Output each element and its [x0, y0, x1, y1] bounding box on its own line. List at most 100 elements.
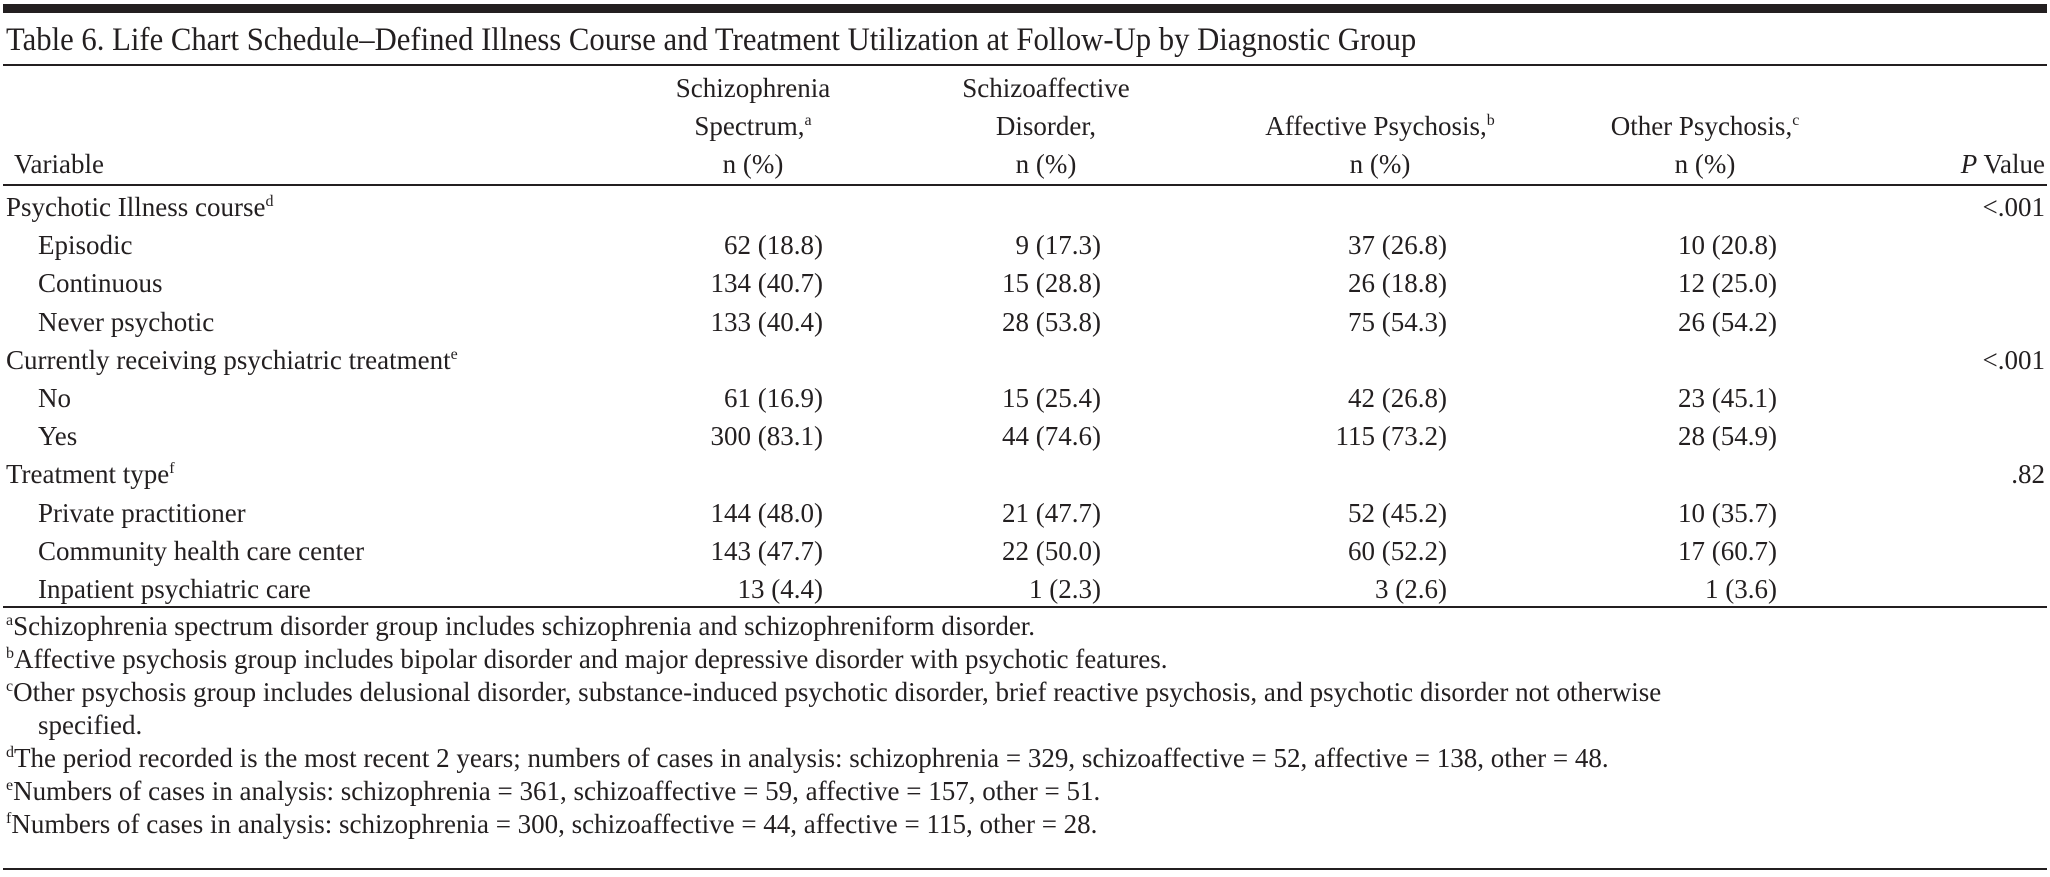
- cell-schizophrenia: 61 (16.9): [724, 383, 823, 413]
- footnote-marker: c: [6, 678, 14, 695]
- header-line: Other Psychosis,c: [1611, 107, 1800, 145]
- cell-affective: 60 (52.2): [1348, 536, 1447, 566]
- cell-other: 12 (25.0): [1678, 268, 1777, 298]
- header-line: n (%): [1349, 149, 1411, 179]
- cell-schizophrenia: 134 (40.7): [710, 268, 823, 298]
- footnote-text: Affective psychosis group includes bipol…: [14, 644, 1168, 674]
- header-line: Schizophrenia: [675, 73, 831, 103]
- top-rule-bar: [3, 4, 2047, 13]
- column-header-variable: Variable: [14, 149, 104, 179]
- cell-other: 10 (20.8): [1678, 230, 1777, 260]
- footnote-marker: b: [1486, 112, 1495, 129]
- column-header-schizophrenia: Schizophrenia Spectrum,a n (%): [676, 69, 830, 183]
- footnote-marker: e: [6, 777, 14, 794]
- footnote-marker: d: [265, 193, 274, 210]
- cell-affective: 3 (2.6): [1375, 574, 1447, 604]
- footnote-marker: a: [804, 112, 812, 129]
- footnote-text: Schizophrenia spectrum disorder group in…: [13, 611, 1036, 641]
- row-label: Never psychotic: [38, 307, 215, 337]
- row-label: Inpatient psychiatric care: [38, 574, 311, 604]
- footnote: aSchizophrenia spectrum disorder group i…: [6, 610, 1035, 643]
- footnote-continuation: specified.: [38, 710, 143, 740]
- cell-other: 10 (35.7): [1678, 498, 1777, 528]
- row-label: Community health care center: [38, 536, 365, 566]
- footnote-marker: f: [6, 810, 12, 827]
- footnote-text: Other psychosis group includes delusiona…: [13, 677, 1662, 707]
- footnote: dThe period recorded is the most recent …: [6, 742, 1609, 775]
- cell-schizoaffective: 22 (50.0): [1002, 536, 1101, 566]
- body-bottom-rule: [3, 606, 2047, 608]
- column-header-pvalue: P Value: [1961, 145, 2045, 183]
- footnote-marker: a: [6, 612, 14, 629]
- p-italic: P: [1960, 149, 1978, 179]
- footnote-marker: f: [169, 460, 175, 477]
- header-line: n (%): [722, 149, 784, 179]
- title-rule: [3, 64, 2047, 66]
- row-label: Episodic: [38, 230, 133, 260]
- bottom-rule: [3, 868, 2047, 870]
- header-rule: [3, 184, 2047, 186]
- footnote-text: Numbers of cases in analysis: schizophre…: [13, 776, 1101, 806]
- section-label-text: Treatment type: [6, 459, 170, 489]
- cell-other: 26 (54.2): [1678, 307, 1777, 337]
- footnote: bAffective psychosis group includes bipo…: [6, 643, 1167, 676]
- cell-affective: 37 (26.8): [1348, 230, 1447, 260]
- p-value: <.001: [1982, 192, 2045, 222]
- cell-schizophrenia: 144 (48.0): [710, 498, 823, 528]
- cell-affective: 75 (54.3): [1348, 307, 1447, 337]
- footnote: fNumbers of cases in analysis: schizophr…: [6, 808, 1097, 841]
- section-label: Currently receiving psychiatric treatmen…: [6, 341, 458, 379]
- footnote-marker: b: [6, 645, 14, 662]
- header-line: Affective Psychosis,b: [1265, 107, 1494, 145]
- footnote-text: The period recorded is the most recent 2…: [14, 743, 1609, 773]
- section-label-text: Currently receiving psychiatric treatmen…: [6, 345, 451, 375]
- p-value: .82: [2011, 459, 2045, 489]
- header-line: Spectrum,a: [676, 107, 830, 145]
- cell-affective: 115 (73.2): [1335, 421, 1447, 451]
- cell-schizoaffective: 1 (2.3): [1029, 574, 1101, 604]
- cell-schizoaffective: 15 (25.4): [1002, 383, 1101, 413]
- cell-schizophrenia: 300 (83.1): [710, 421, 823, 451]
- cell-schizophrenia: 143 (47.7): [710, 536, 823, 566]
- header-text: Value: [1977, 149, 2046, 179]
- footnote-marker: e: [450, 346, 458, 363]
- table-title: Table 6. Life Chart Schedule–Defined Ill…: [6, 22, 1417, 58]
- header-text: Affective Psychosis,: [1265, 111, 1487, 141]
- header-text: Other Psychosis,: [1610, 111, 1793, 141]
- column-header-affective: Affective Psychosis,b n (%): [1265, 107, 1494, 183]
- section-label: Psychotic Illness coursed: [6, 188, 273, 226]
- row-label: Continuous: [38, 268, 163, 298]
- cell-schizoaffective: 9 (17.3): [1015, 230, 1101, 260]
- cell-other: 28 (54.9): [1678, 421, 1777, 451]
- cell-schizoaffective: 28 (53.8): [1002, 307, 1101, 337]
- column-header-schizoaffective: Schizoaffective Disorder, n (%): [962, 69, 1129, 183]
- cell-schizophrenia: 133 (40.4): [710, 307, 823, 337]
- cell-other: 17 (60.7): [1678, 536, 1777, 566]
- cell-other: 23 (45.1): [1678, 383, 1777, 413]
- row-label: No: [38, 383, 71, 413]
- footnote: eNumbers of cases in analysis: schizophr…: [6, 775, 1100, 808]
- row-label: Yes: [38, 421, 78, 451]
- row-label: Private practitioner: [38, 498, 246, 528]
- header-text: Spectrum,: [694, 111, 805, 141]
- cell-other: 1 (3.6): [1705, 574, 1777, 604]
- footnote-marker: c: [1792, 112, 1800, 129]
- footnote-text: Numbers of cases in analysis: schizophre…: [11, 809, 1098, 839]
- footnote: cOther psychosis group includes delusion…: [6, 676, 1661, 742]
- header-line: n (%): [1674, 149, 1736, 179]
- header-line: n (%): [1015, 149, 1077, 179]
- section-label-text: Psychotic Illness course: [6, 192, 266, 222]
- footnote-marker: d: [6, 744, 14, 761]
- cell-schizoaffective: 44 (74.6): [1002, 421, 1101, 451]
- cell-schizoaffective: 21 (47.7): [1002, 498, 1101, 528]
- section-label: Treatment typef: [6, 455, 175, 493]
- cell-schizophrenia: 62 (18.8): [724, 230, 823, 260]
- p-value: <.001: [1982, 345, 2045, 375]
- cell-affective: 52 (45.2): [1348, 498, 1447, 528]
- header-line: Schizoaffective: [962, 73, 1130, 103]
- column-header-other: Other Psychosis,c n (%): [1611, 107, 1800, 183]
- cell-affective: 26 (18.8): [1348, 268, 1447, 298]
- cell-schizophrenia: 13 (4.4): [737, 574, 823, 604]
- cell-schizoaffective: 15 (28.8): [1002, 268, 1101, 298]
- cell-affective: 42 (26.8): [1348, 383, 1447, 413]
